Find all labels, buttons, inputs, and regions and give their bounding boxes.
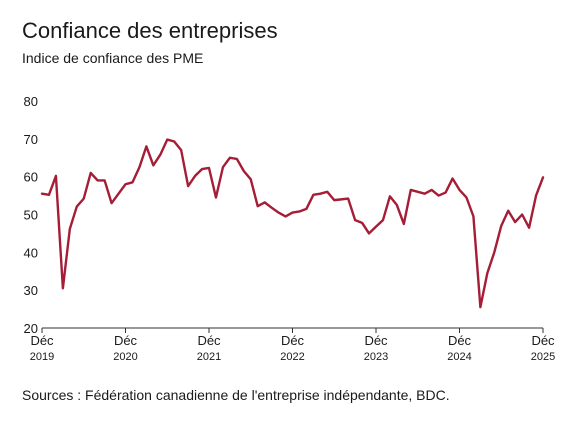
x-tick-year-label: 2023 bbox=[364, 351, 388, 363]
y-tick-label: 20 bbox=[24, 321, 38, 336]
x-tick-year-label: 2021 bbox=[197, 351, 221, 363]
x-tick-label: Déc bbox=[531, 333, 555, 348]
y-tick-label: 40 bbox=[24, 245, 38, 260]
x-tick-year-label: 2024 bbox=[447, 351, 471, 363]
source-note: Sources : Fédération canadienne de l'ent… bbox=[22, 387, 450, 403]
chart-title: Confiance des entreprises bbox=[22, 18, 278, 43]
x-tick-year-label: 2020 bbox=[113, 351, 137, 363]
x-tick-label: Déc bbox=[364, 333, 388, 348]
series-line bbox=[40, 138, 545, 309]
y-tick-label: 80 bbox=[24, 94, 38, 109]
x-tick-label: Déc bbox=[197, 333, 221, 348]
chart-subtitle: Indice de confiance des PME bbox=[22, 50, 204, 66]
y-tick-label: 30 bbox=[24, 283, 38, 298]
x-tick-label: Déc bbox=[448, 333, 472, 348]
x-tick-year-label: 2022 bbox=[280, 351, 304, 363]
y-tick-label: 60 bbox=[24, 170, 38, 185]
x-tick-label: Déc bbox=[114, 333, 138, 348]
y-tick-label: 50 bbox=[24, 208, 38, 223]
x-tick-year-label: 2019 bbox=[30, 351, 54, 363]
y-tick-label: 70 bbox=[24, 132, 38, 147]
x-tick-label: Déc bbox=[281, 333, 305, 348]
x-tick-label: Déc bbox=[30, 333, 54, 348]
x-tick-year-label: 2025 bbox=[531, 351, 555, 363]
